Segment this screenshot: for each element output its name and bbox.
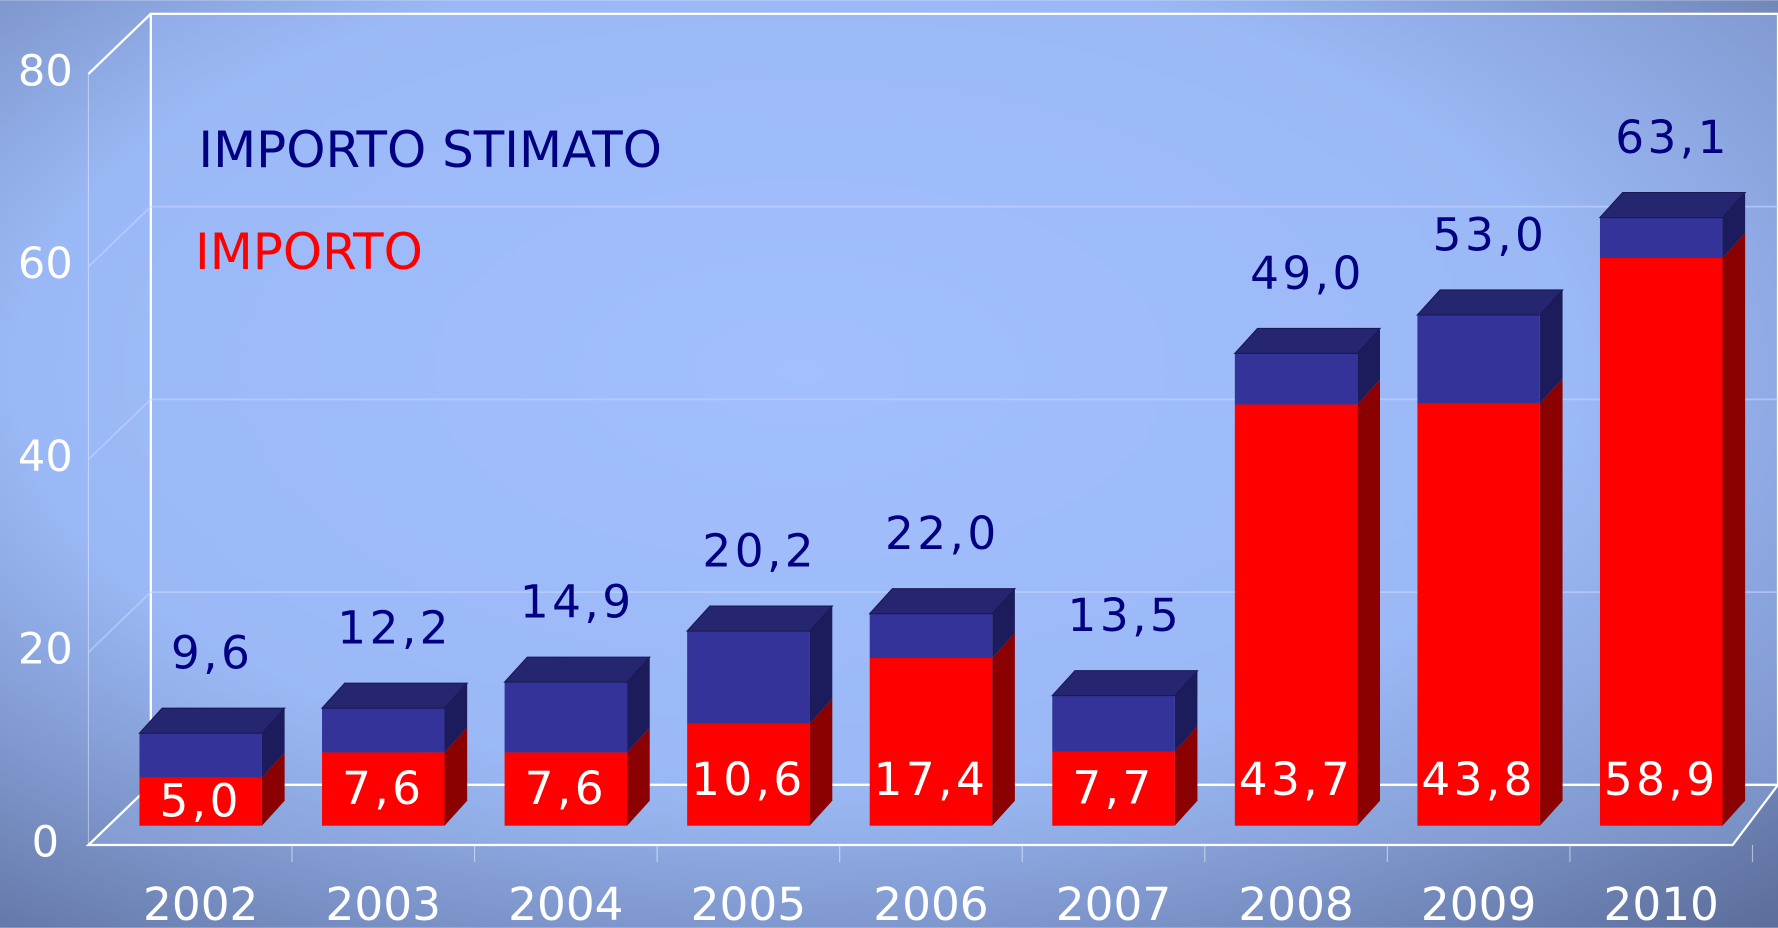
bar-top [1416, 289, 1564, 316]
grid-line [87, 591, 152, 653]
data-label: 58,9 [1604, 753, 1719, 806]
bar-side [1722, 233, 1746, 826]
total-label: 14,9 [520, 576, 635, 629]
data-label: 43,8 [1421, 753, 1536, 806]
bar-segment [687, 723, 810, 826]
bar-side [627, 657, 650, 753]
bar-top [1598, 192, 1747, 219]
bar-segment [1234, 353, 1358, 405]
bar-top [320, 682, 469, 709]
y-tick-label: 60 [18, 239, 73, 289]
x-tick-label: 2002 [143, 878, 258, 928]
total-label: 13,5 [1068, 589, 1183, 642]
x-tick-label: 2010 [1604, 878, 1719, 928]
bar-side [809, 606, 833, 724]
bar-top [1233, 327, 1382, 355]
y-tick-label: 0 [32, 817, 59, 867]
bar-segment [504, 752, 628, 826]
grid-line [87, 398, 152, 461]
bar-segment [322, 752, 445, 826]
bar-side [992, 588, 1015, 659]
bar-side [444, 727, 468, 826]
bar-side [1174, 726, 1198, 826]
left-wall-edge [87, 13, 152, 75]
grid-line [87, 205, 152, 268]
x-tick-label: 2007 [1056, 878, 1171, 928]
bar-segment [139, 733, 262, 778]
x-tick-label: 2004 [508, 878, 623, 928]
bar-top [1051, 670, 1199, 697]
data-label: 7,7 [1072, 761, 1154, 814]
data-label: 7,6 [342, 762, 424, 815]
bar-segment [869, 613, 993, 659]
bar-top [868, 588, 1017, 615]
bar-side [809, 698, 833, 826]
bar-side [1357, 379, 1380, 826]
bar-side [1539, 378, 1563, 826]
data-label: 17,4 [874, 753, 989, 806]
bar-side [1722, 192, 1746, 259]
bar-segment [1417, 314, 1540, 404]
bar-segment [1052, 695, 1175, 752]
total-label: 53,0 [1433, 208, 1548, 261]
bar-side [627, 727, 650, 826]
total-label: 20,2 [702, 524, 817, 577]
bar-side [261, 752, 285, 826]
legend-entry: IMPORTO STIMATO [198, 121, 662, 179]
data-label: 43,7 [1239, 753, 1354, 806]
bar-segment [1599, 217, 1723, 259]
data-label: 5,0 [160, 774, 242, 827]
bar-segment [1599, 258, 1723, 826]
y-tick-label: 20 [18, 625, 73, 675]
bar-top [138, 707, 286, 734]
bar-segment [322, 708, 445, 753]
x-tick-label: 2008 [1238, 878, 1353, 928]
bar-segment [1052, 751, 1175, 826]
y-tick-label: 80 [18, 46, 73, 96]
bar-side [1174, 670, 1198, 752]
data-label: 10,6 [691, 753, 806, 806]
bar-side [444, 683, 468, 753]
total-label: 12,2 [337, 602, 452, 655]
total-label: 49,0 [1250, 247, 1365, 300]
total-label: 22,0 [885, 507, 1000, 560]
total-label: 63,1 [1615, 111, 1730, 164]
x-tick-label: 2003 [326, 878, 441, 928]
bar-segment [1234, 404, 1358, 826]
total-label: 9,6 [171, 627, 253, 680]
bar-side [1539, 289, 1563, 404]
bar-segment [869, 658, 993, 826]
legend-entry: IMPORTO [195, 223, 423, 281]
x-tick-label: 2006 [873, 878, 988, 928]
bar-segment [139, 777, 262, 826]
data-label: 7,6 [525, 762, 607, 815]
y-tick-label: 40 [18, 432, 73, 482]
bar-segment [687, 631, 810, 724]
bar-segment [1417, 403, 1540, 826]
bar-segment [504, 682, 628, 753]
bar-side [261, 708, 285, 778]
x-tick-label: 2005 [691, 878, 806, 928]
bar-side [992, 633, 1015, 826]
bar-top [685, 605, 834, 632]
bar-top [503, 656, 652, 683]
x-tick-label: 2009 [1421, 878, 1536, 928]
